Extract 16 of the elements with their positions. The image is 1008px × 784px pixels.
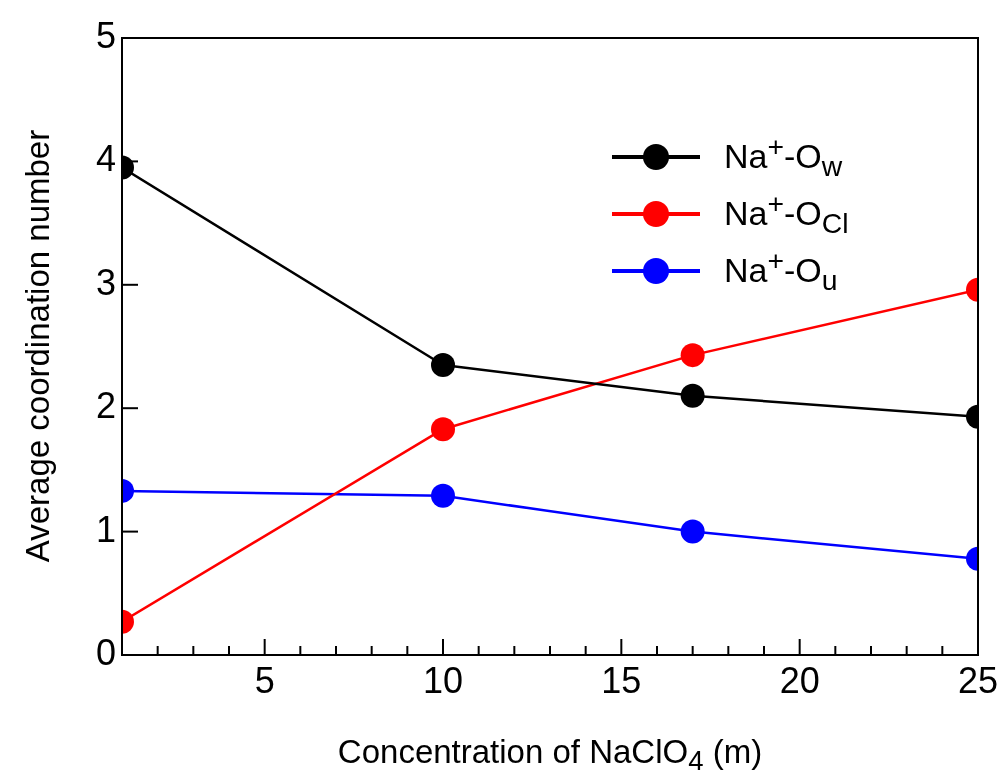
x-tick-label: 10 (422, 659, 464, 701)
x-tick-label: 20 (779, 659, 820, 701)
x-axis-title: Concentration of NaClO$_{4}$ (m) (337, 732, 763, 778)
y-axis-title: Average coordination number (19, 129, 57, 563)
y-tick-label: 0 (95, 631, 116, 673)
y-tick-label: 4 (95, 138, 116, 180)
x-tick-label: 5 (254, 659, 275, 701)
y-tick-label: 1 (95, 508, 116, 550)
legend-label: Na$^{+}$-O$_{Cl}$ (724, 186, 849, 241)
y-tick-label: 2 (95, 385, 116, 427)
y-tick-label: 3 (95, 261, 116, 303)
y-tick-label: 5 (95, 14, 116, 56)
legend-label: Na$^{+}$-O$_{u}$ (724, 243, 838, 298)
x-tick-label: 15 (601, 659, 642, 701)
x-tick-label: 25 (957, 659, 999, 701)
legend-label: Na$^{+}$-O$_{w}$ (724, 129, 843, 184)
